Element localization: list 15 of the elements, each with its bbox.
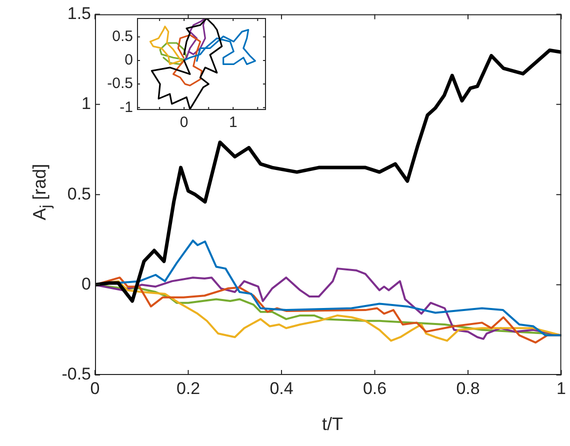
x-tick-label: 0.6 <box>362 378 387 398</box>
x-tick-label: 0.4 <box>270 378 294 398</box>
y-tick-label: 1 <box>82 94 91 114</box>
y-tick-label: 0.5 <box>112 28 133 46</box>
y-tick-label: -0.5 <box>62 364 91 384</box>
x-axis-title: t/T <box>321 414 344 435</box>
y-tick-label: 1.5 <box>67 4 91 23</box>
x-tick-label: 0.8 <box>456 378 480 398</box>
y-tick-label: -0.5 <box>107 75 133 92</box>
y-tick-label: 0 <box>82 274 91 294</box>
y-tick-label: 0 <box>124 52 133 69</box>
x-tick-label: 0.2 <box>176 378 200 398</box>
y-tick-label: 0.5 <box>67 184 91 204</box>
x-tick-label: 1 <box>556 378 566 398</box>
y-tick-label: -1 <box>120 98 133 116</box>
